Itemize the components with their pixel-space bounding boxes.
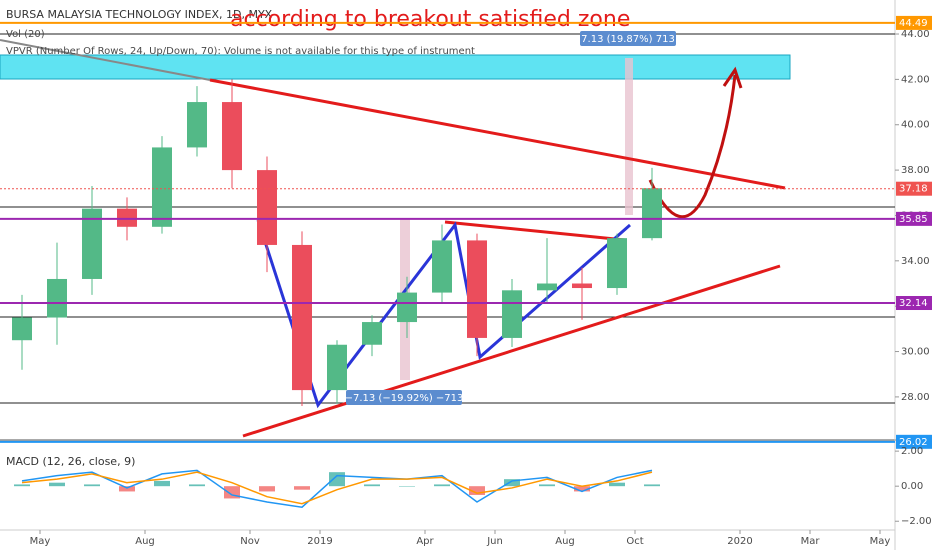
candle-body [502, 290, 522, 338]
y-tick-label: 44.00 [901, 29, 930, 40]
candle-body [397, 292, 417, 323]
macd-title: MACD (12, 26, close, 9) [6, 455, 135, 468]
trend-line [209, 78, 786, 190]
measure-label: −7.13 (−19.92%) −713 [345, 393, 464, 404]
level-label: 35.85 [899, 214, 928, 225]
level-box [896, 181, 932, 196]
candle-body [642, 188, 662, 239]
histogram-bar [14, 484, 30, 487]
histogram-bar [539, 484, 555, 487]
level-label: 32.14 [899, 298, 928, 309]
candle-body [117, 208, 137, 227]
x-tick-label: Mar [801, 536, 821, 547]
histogram-bar [364, 484, 380, 487]
histogram-bar [644, 484, 660, 487]
candle-body [257, 170, 277, 245]
x-tick-label: May [30, 536, 51, 547]
candle-body [467, 240, 487, 338]
histogram-bar [504, 479, 520, 487]
candle-body [47, 278, 67, 318]
candle-body [152, 147, 172, 227]
x-tick-label: Nov [240, 536, 260, 547]
measure-box [580, 31, 676, 46]
x-tick-label: 2019 [307, 536, 332, 547]
candle-body [82, 208, 102, 279]
level-label: 26.02 [899, 437, 928, 448]
histogram-bar [294, 486, 310, 490]
candle-body [537, 283, 557, 291]
y-tick-label: 40.00 [901, 120, 930, 131]
macd-line [21, 469, 653, 509]
level-box [896, 15, 932, 30]
measure-range [625, 58, 633, 215]
x-tick-label: 2020 [727, 536, 752, 547]
level-label: 37.18 [899, 184, 928, 195]
y-tick-label: 0.00 [901, 481, 923, 492]
y-tick-label: −2.00 [901, 516, 932, 527]
level-box [896, 211, 932, 226]
level-box [896, 296, 932, 311]
chart-title: BURSA MALAYSIA TECHNOLOGY INDEX, 1D, MYX [6, 8, 273, 21]
histogram-bar [189, 484, 205, 487]
annotation: according to breakout satisfied zone [230, 7, 630, 32]
histogram-bar [119, 486, 135, 492]
candle-body [607, 238, 627, 289]
candle-body [292, 244, 312, 391]
histogram-bar [609, 482, 625, 487]
projection-arrow [648, 74, 737, 219]
y-tick-label: 30.00 [901, 347, 930, 358]
histogram-bar [329, 472, 345, 487]
x-tick-label: Jun [486, 536, 503, 547]
candle-body [572, 283, 592, 289]
candle-body [187, 102, 207, 148]
y-tick-label: 28.00 [901, 392, 930, 403]
indicator-label: Vol (20) [6, 29, 45, 40]
level-box [896, 434, 932, 449]
histogram-bar [469, 486, 485, 495]
macd-line [21, 471, 653, 505]
y-tick-label: 42.00 [901, 74, 930, 85]
histogram-bar [399, 486, 415, 487]
histogram-bar [259, 486, 275, 492]
trend-line [444, 220, 626, 242]
candle-body [12, 317, 32, 341]
candle-body [362, 322, 382, 345]
histogram-bar [154, 480, 170, 487]
zone-rect [0, 54, 791, 80]
trend-line [242, 264, 781, 438]
x-tick-label: Aug [135, 536, 155, 547]
arrow-head [722, 66, 743, 89]
trend-line [0, 39, 211, 81]
y-tick-label: 38.00 [901, 165, 930, 176]
histogram-bar [84, 484, 100, 487]
candle-body [327, 344, 347, 391]
y-tick-label: 34.00 [901, 256, 930, 267]
candle-body [432, 240, 452, 293]
histogram-bar [49, 482, 65, 487]
x-tick-label: May [870, 536, 891, 547]
y-tick-label: 2.00 [901, 446, 923, 457]
level-label: 44.49 [899, 18, 928, 29]
histogram-bar [434, 484, 450, 487]
x-tick-label: Aug [555, 536, 575, 547]
x-tick-label: Apr [416, 536, 434, 547]
candle-body [222, 102, 242, 171]
x-tick-label: Oct [626, 536, 643, 547]
measure-box [346, 390, 462, 405]
indicator-label: VPVR (Number Of Rows, 24, Up/Down, 70): … [6, 46, 475, 57]
measure-label: 7.13 (19.87%) 713 [581, 34, 675, 45]
histogram-bar [574, 486, 590, 492]
